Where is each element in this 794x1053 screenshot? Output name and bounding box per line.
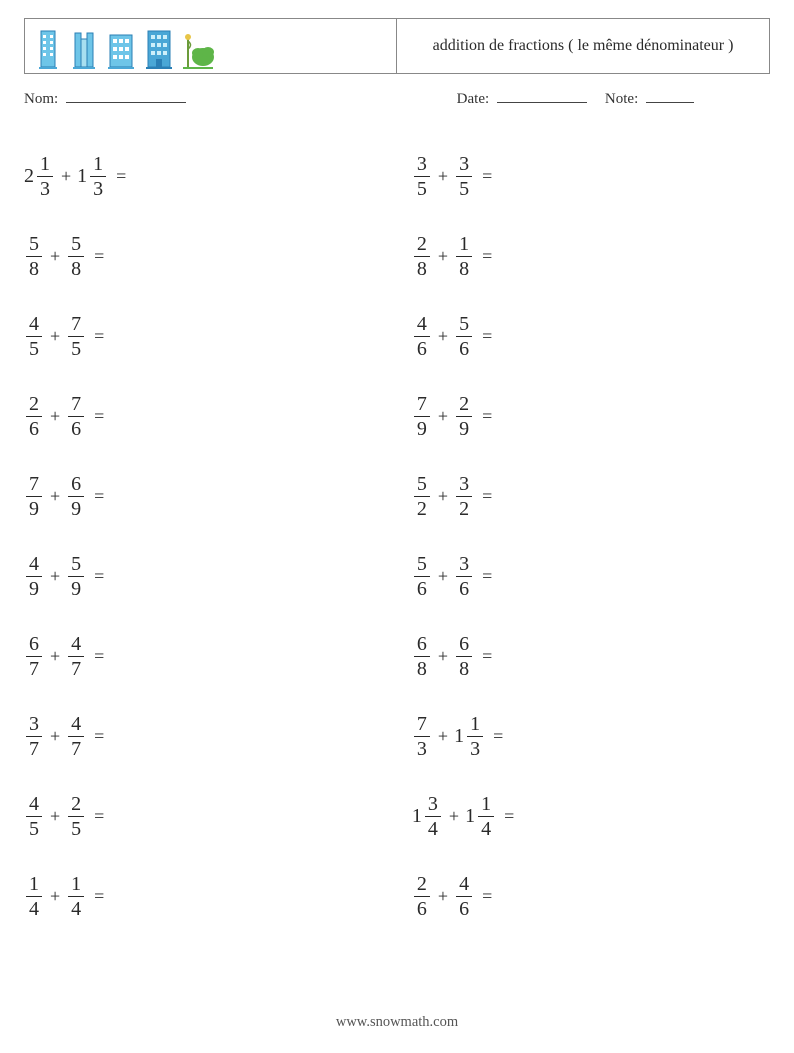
building-icon-2 <box>69 25 99 69</box>
problem-row: 14+14= <box>24 856 382 936</box>
problem-row: 67+47= <box>24 616 382 696</box>
tree-icon <box>181 25 215 69</box>
problem-row: 73+113= <box>412 696 770 776</box>
problems-column-right: 35+35=28+18=46+56=79+29=52+32=56+36=68+6… <box>412 136 770 936</box>
problem-row: 213+113= <box>24 136 382 216</box>
problem-row: 49+59= <box>24 536 382 616</box>
building-icon-1 <box>33 25 63 69</box>
worksheet-title: addition de fractions ( le même dénomina… <box>397 19 769 73</box>
problem-row: 134+114= <box>412 776 770 856</box>
problem-row: 56+36= <box>412 536 770 616</box>
name-blank[interactable] <box>66 88 186 103</box>
problem-row: 35+35= <box>412 136 770 216</box>
problem-row: 68+68= <box>412 616 770 696</box>
meta-row: Nom: Date: Note: <box>24 88 770 108</box>
problem-row: 46+56= <box>412 296 770 376</box>
problem-row: 58+58= <box>24 216 382 296</box>
problem-row: 45+75= <box>24 296 382 376</box>
problems-column-left: 213+113=58+58=45+75=26+76=79+69=49+59=67… <box>24 136 382 936</box>
problem-row: 37+47= <box>24 696 382 776</box>
problem-row: 45+25= <box>24 776 382 856</box>
header-box: addition de fractions ( le même dénomina… <box>24 18 770 74</box>
problem-row: 52+32= <box>412 456 770 536</box>
name-label: Nom: <box>24 91 58 107</box>
building-icon-4 <box>143 25 175 69</box>
problem-row: 79+69= <box>24 456 382 536</box>
problem-row: 28+18= <box>412 216 770 296</box>
problem-row: 26+76= <box>24 376 382 456</box>
problem-row: 79+29= <box>412 376 770 456</box>
note-label: Note: <box>605 91 638 107</box>
footer-url: www.snowmath.com <box>0 1014 794 1031</box>
note-blank[interactable] <box>646 88 694 103</box>
date-blank[interactable] <box>497 88 587 103</box>
header-icons <box>25 19 397 73</box>
problems-grid: 213+113=58+58=45+75=26+76=79+69=49+59=67… <box>24 136 770 936</box>
problem-row: 26+46= <box>412 856 770 936</box>
date-label: Date: <box>457 91 489 107</box>
building-icon-3 <box>105 25 137 69</box>
